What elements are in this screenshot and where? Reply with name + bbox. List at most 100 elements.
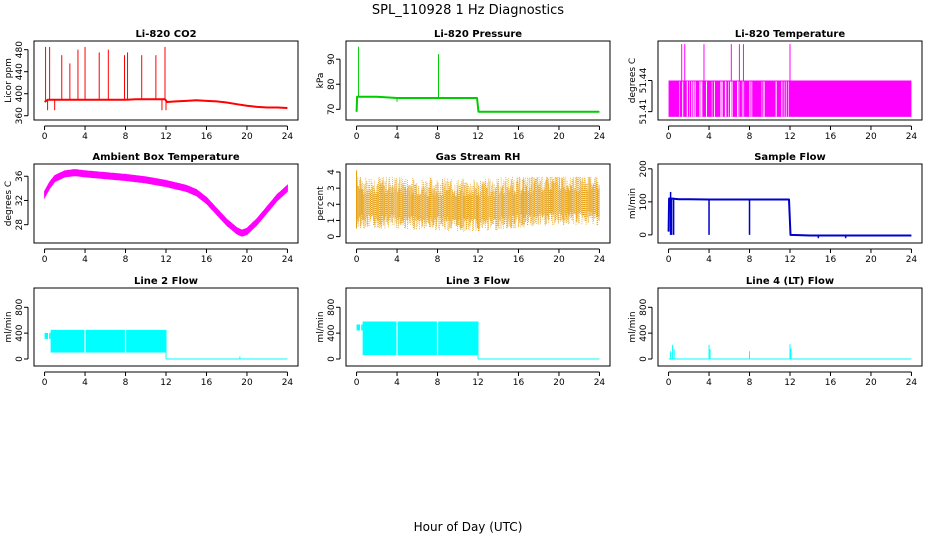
x-tick-label: 0 xyxy=(354,132,360,142)
x-tick-label: 20 xyxy=(553,132,565,142)
x-tick-label: 0 xyxy=(354,255,360,265)
x-tick-label: 24 xyxy=(282,255,294,265)
chart-panel-4: Ambient Box Temperature degrees C 0 4 8 12 16 2… xyxy=(4,152,299,265)
x-tick-label: 8 xyxy=(435,378,441,388)
plot-frame xyxy=(657,287,923,367)
x-tick-label: 0 xyxy=(666,132,672,142)
x-tick-label: 20 xyxy=(241,378,253,388)
y-tick-label: 800 xyxy=(327,298,337,315)
flow-start xyxy=(356,324,363,331)
plot-frame xyxy=(657,163,923,244)
flow-band xyxy=(50,329,166,353)
x-tick-label: 24 xyxy=(282,132,294,142)
y-tick-label: 1 xyxy=(327,218,337,224)
x-tick-label: 20 xyxy=(553,255,565,265)
y-tick-label: 0 xyxy=(639,356,649,362)
rh-noise xyxy=(356,176,600,232)
x-tick-label: 24 xyxy=(594,132,606,142)
y-axis-label: degrees C xyxy=(4,181,14,226)
chart-panel-2: Li-820 Pressure kPa 0 4 8 12 16 20 24 70 80 90 xyxy=(316,29,611,142)
flow-start xyxy=(44,332,51,339)
y-tick-label: 440 xyxy=(15,63,25,80)
y-tick-label: 400 xyxy=(327,324,337,341)
x-tick-label: 4 xyxy=(706,132,712,142)
y-axis-label: Licor ppm xyxy=(4,58,14,103)
y-tick-label: 800 xyxy=(639,298,649,315)
x-tick-label: 8 xyxy=(435,255,441,265)
x-tick-label: 20 xyxy=(865,132,877,142)
x-tick-label: 16 xyxy=(825,132,837,142)
y-tick-label: 0 xyxy=(639,232,649,238)
y-tick-label: 0 xyxy=(15,356,25,362)
x-tick-label: 24 xyxy=(594,378,606,388)
x-tick-label: 24 xyxy=(906,132,918,142)
plot-frame xyxy=(345,40,611,121)
y-tick-label: 70 xyxy=(327,103,337,115)
x-tick-label: 0 xyxy=(666,378,672,388)
x-tick-label: 16 xyxy=(513,378,525,388)
x-tick-label: 12 xyxy=(472,255,483,265)
chart-panel-1: Li-820 CO2 Licor ppm 0 4 8 12 16 20 24 360 400 440 4… xyxy=(4,29,299,142)
temperature-band xyxy=(44,169,288,237)
x-tick-label: 24 xyxy=(906,378,918,388)
y-axis-label: ml/min xyxy=(4,311,14,342)
x-tick-label: 4 xyxy=(394,255,400,265)
x-tick-label: 0 xyxy=(666,255,672,265)
y-tick-label: 400 xyxy=(639,324,649,341)
panel-title: Li-820 Temperature xyxy=(735,29,845,40)
x-tick-label: 8 xyxy=(747,378,753,388)
x-tick-label: 16 xyxy=(201,255,213,265)
x-tick-label: 4 xyxy=(394,132,400,142)
figure-title: SPL_110928 1 Hz Diagnostics xyxy=(372,3,564,18)
y-axis-label: ml/min xyxy=(628,188,638,219)
x-tick-label: 4 xyxy=(394,378,400,388)
y-tick-label: 90 xyxy=(327,53,337,65)
x-tick-label: 4 xyxy=(706,378,712,388)
series-line xyxy=(355,95,600,113)
x-tick-label: 12 xyxy=(160,132,171,142)
x-tick-label: 16 xyxy=(825,255,837,265)
y-tick-label: 0 xyxy=(327,356,337,362)
y-axis-label: ml/min xyxy=(628,311,638,342)
data-layer xyxy=(668,44,912,117)
y-tick-label: 51.44 xyxy=(639,67,649,93)
y-axis-label: kPa xyxy=(316,73,326,89)
chart-panel-3: Li-820 Temperature degrees C 0 4 8 12 16 20 24 51… xyxy=(628,29,923,142)
data-layer xyxy=(355,46,600,113)
y-tick-label: 100 xyxy=(639,193,649,210)
y-tick-label: 0 xyxy=(327,233,337,239)
x-tick-label: 4 xyxy=(82,255,88,265)
y-tick-label: 4 xyxy=(327,169,337,175)
y-tick-label: 80 xyxy=(327,78,337,90)
plot-frame xyxy=(33,40,299,121)
y-tick-label: 800 xyxy=(15,298,25,315)
plot-frame xyxy=(33,287,299,367)
panel-title: Ambient Box Temperature xyxy=(92,152,239,163)
panel-title: Line 2 Flow xyxy=(134,276,198,287)
plot-frame xyxy=(345,287,611,367)
x-tick-label: 12 xyxy=(472,132,483,142)
x-tick-label: 20 xyxy=(241,255,253,265)
y-tick-label: 400 xyxy=(15,324,25,341)
x-tick-label: 24 xyxy=(594,255,606,265)
x-tick-label: 20 xyxy=(865,255,877,265)
x-tick-label: 12 xyxy=(784,378,795,388)
data-layer xyxy=(356,321,600,360)
panel-title: Line 4 (LT) Flow xyxy=(746,276,834,287)
x-tick-label: 16 xyxy=(201,132,213,142)
x-tick-label: 8 xyxy=(435,132,441,142)
x-tick-label: 16 xyxy=(201,378,213,388)
series-line xyxy=(667,197,912,237)
x-tick-label: 24 xyxy=(282,378,294,388)
chart-panel-6: Sample Flow ml/min 0 4 8 12 16 20 24 0 100 200 xyxy=(628,152,923,265)
y-axis-label: percent xyxy=(316,186,326,221)
chart-panel-7: Line 2 Flow ml/min 0 4 8 12 16 20 24 0 400 800 xyxy=(4,276,299,388)
y-tick-label: 480 xyxy=(15,41,25,58)
x-tick-label: 8 xyxy=(123,378,129,388)
chart-panel-8: Line 3 Flow ml/min 0 4 8 12 16 20 24 0 400 800 xyxy=(316,276,611,388)
x-tick-label: 16 xyxy=(825,378,837,388)
x-tick-label: 12 xyxy=(160,378,171,388)
x-tick-label: 12 xyxy=(472,378,483,388)
x-tick-label: 0 xyxy=(42,378,48,388)
